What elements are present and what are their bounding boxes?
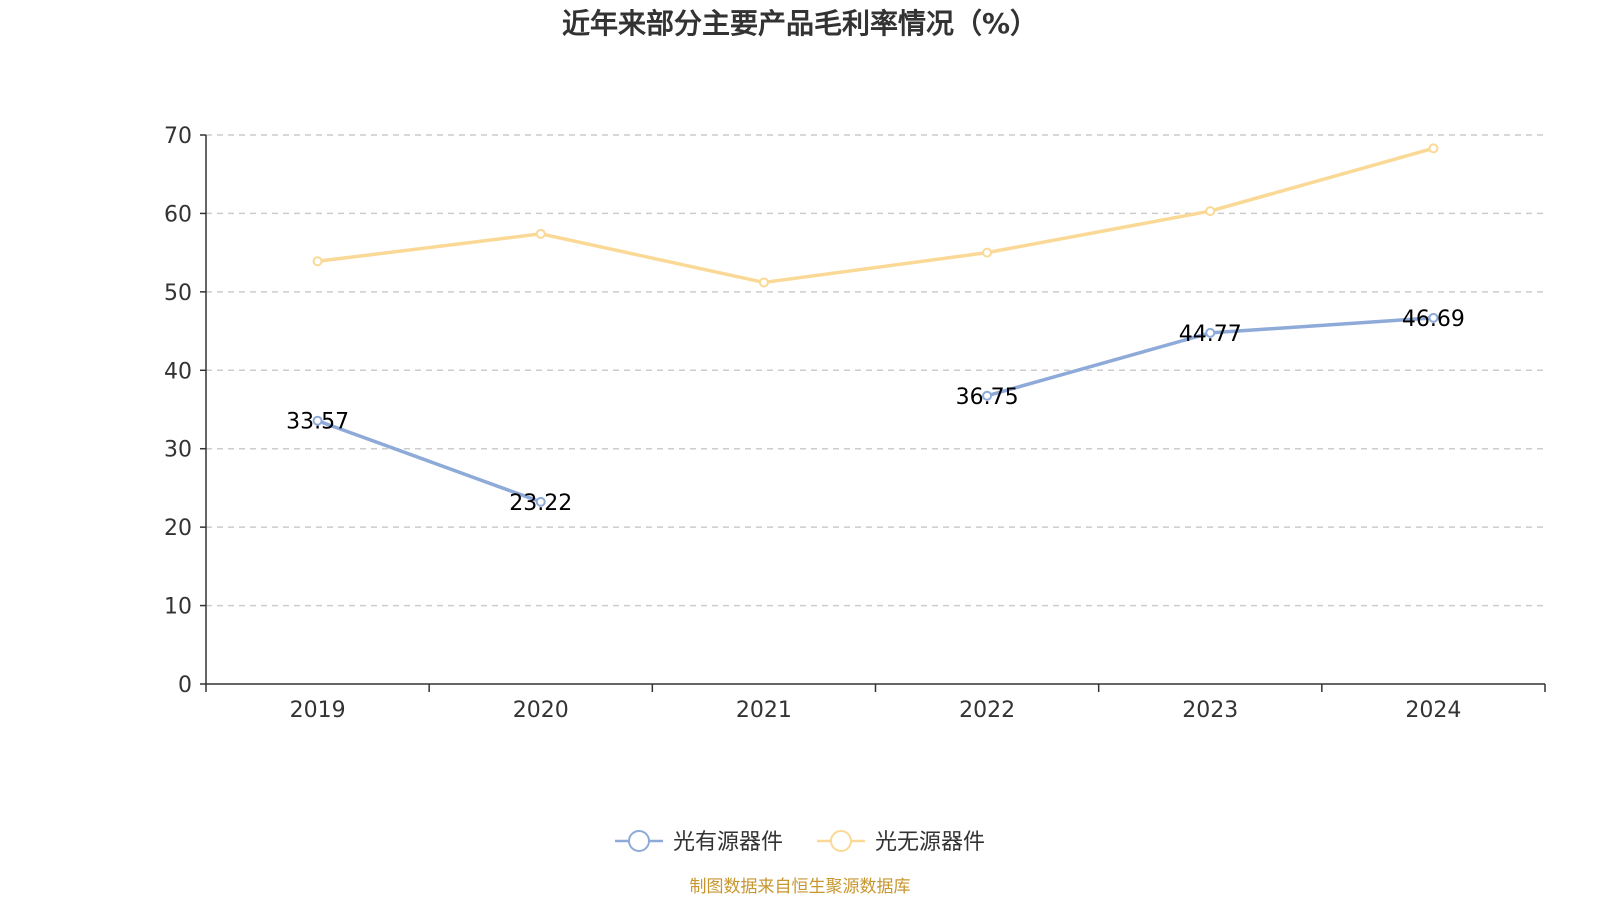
legend-marker-1 [830,830,852,852]
series-0-point-2022 [982,390,993,401]
chart-title: 近年来部分主要产品毛利率情况（%） [562,7,1038,40]
x-tick-label-2020: 2020 [513,698,569,723]
legend-item-0[interactable]: 光有源器件 [615,830,783,855]
series-1-point-2022 [982,247,993,258]
y-tick-label-20: 20 [164,516,192,541]
series-0-line-0 [315,418,543,504]
series-1-point-2020 [535,228,546,239]
legend-label-0: 光有源器件 [673,830,783,855]
series-0-point-2020 [535,496,546,507]
data-labels: 33.57 23.22 36.75 44.77 46.69 [286,307,1465,516]
y-tick-label-10: 10 [164,595,192,620]
data-label-0-2024: 46.69 [1402,307,1465,332]
series-0-point-2023 [1205,327,1216,338]
y-tick-label-40: 40 [164,359,192,384]
series-1-line-0 [315,146,1436,285]
series-1 [312,143,1439,288]
x-tick-label-2019: 2019 [290,698,346,723]
y-tick-label-50: 50 [164,281,192,306]
axes: 0 10 20 30 40 50 60 70 2019 2020 2021 2022 2023 2024 [164,124,1546,723]
y-tick-label-0: 0 [178,673,192,698]
series-1-point-2019 [312,256,323,267]
series-0-point-2024 [1428,312,1439,323]
series-1-point-2024 [1428,143,1439,154]
y-tick-label-30: 30 [164,438,192,463]
legend[interactable]: 光有源器件 光无源器件 [615,830,985,855]
source-note: 制图数据来自恒生聚源数据库 [690,877,911,897]
legend-item-1[interactable]: 光无源器件 [817,830,985,855]
data-label-0-2023: 44.77 [1179,322,1242,347]
data-label-0-2020: 23.22 [509,491,572,516]
x-tick-label-2024: 2024 [1405,698,1461,723]
x-tick-label-2022: 2022 [959,698,1015,723]
series-0 [312,312,1439,507]
series-layer [312,143,1439,507]
grid-lines [206,134,1545,607]
legend-label-1: 光无源器件 [875,830,985,855]
y-tick-label-70: 70 [164,124,192,149]
series-0-point-2019 [312,415,323,426]
series-1-point-2021 [758,277,769,288]
data-label-0-2022: 36.75 [956,385,1019,410]
data-label-0-2019: 33.57 [286,410,349,435]
x-tick-label-2023: 2023 [1182,698,1238,723]
legend-marker-0 [628,830,650,852]
series-1-point-2023 [1205,206,1216,217]
y-tick-label-60: 60 [164,202,192,227]
x-tick-label-2021: 2021 [736,698,792,723]
